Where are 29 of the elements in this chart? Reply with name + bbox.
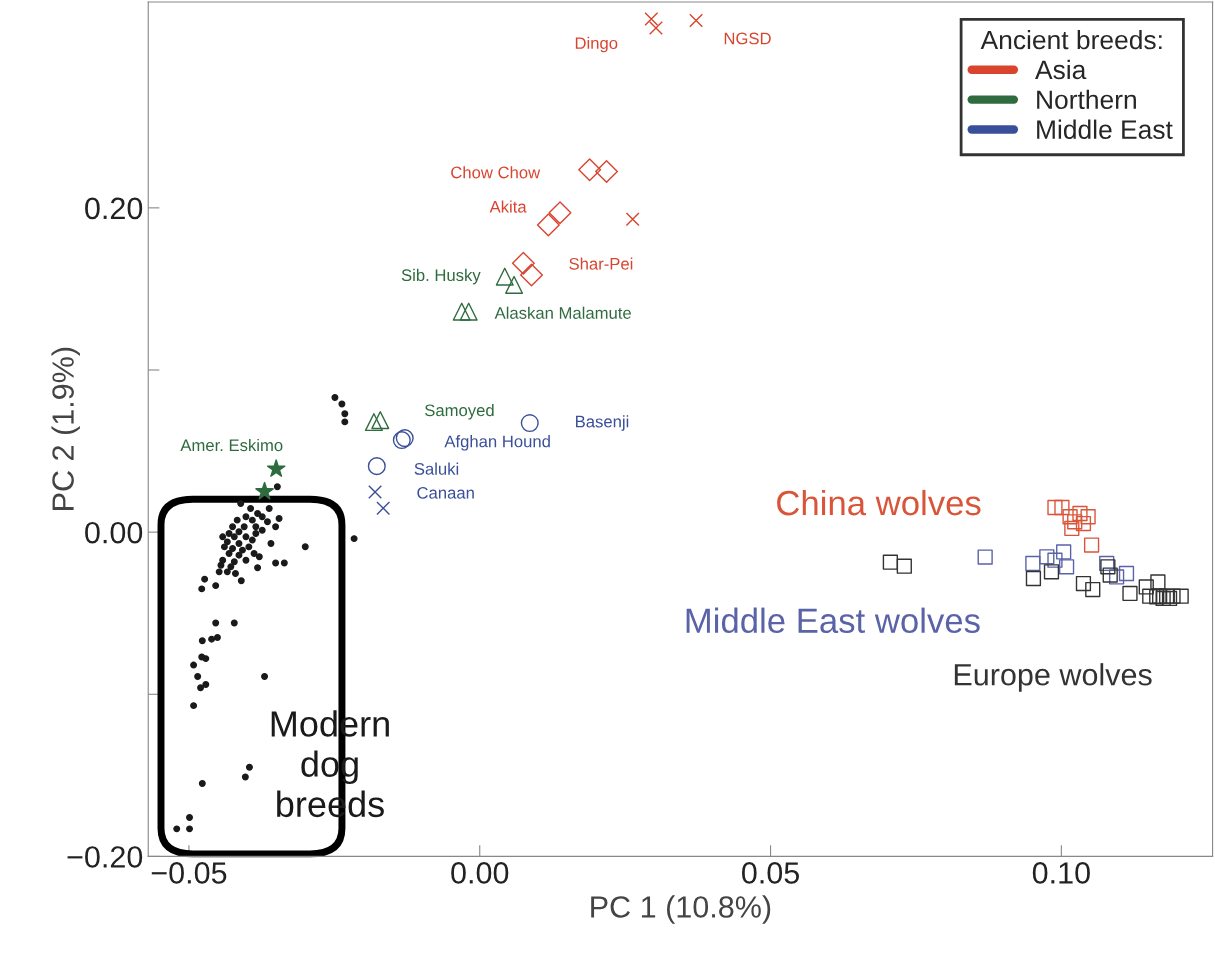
annotation: Sib. Husky — [401, 268, 481, 285]
y-tick-label: 0.00 — [85, 521, 143, 544]
x-tick-label: 0.10 — [1032, 862, 1090, 884]
annotation: Amer. Eskimo — [180, 438, 283, 452]
x-tick-label: 0.00 — [451, 862, 509, 884]
legend-label: Northern — [1037, 89, 1136, 110]
annotation: Europe wolves — [954, 663, 1152, 692]
legend-label: Asia — [1035, 59, 1087, 80]
annotation: Afghan Hound — [444, 435, 550, 451]
annotation: Canaan — [417, 486, 474, 499]
legend-title: Ancient breeds: — [980, 29, 1162, 50]
annotation: Shar-Pei — [569, 257, 633, 270]
annotation: Middle East wolves — [686, 607, 980, 634]
annotation: Alaskan Malamute — [494, 306, 631, 319]
annotation: Chow Chow — [451, 166, 541, 179]
annotation: Akita — [489, 200, 527, 213]
annotation: Basenji — [576, 415, 629, 431]
annotation: Dingo — [575, 36, 618, 53]
annotation: Samoyed — [425, 404, 494, 420]
legend-label: Middle East — [1037, 119, 1173, 139]
y-axis-title: PC 2 (1.9%) — [51, 347, 80, 510]
y-tick-label: 0.20 — [85, 197, 143, 220]
annotation: Saluki — [414, 462, 459, 475]
x-axis-title: PC 1 (10.8%) — [591, 895, 771, 924]
x-tick-label: −0.05 — [151, 862, 227, 884]
annotation: NGSD — [724, 32, 771, 45]
annotation: China wolves — [777, 489, 981, 516]
x-tick-label: 0.05 — [742, 862, 800, 884]
y-tick-label: −0.20 — [67, 846, 143, 868]
